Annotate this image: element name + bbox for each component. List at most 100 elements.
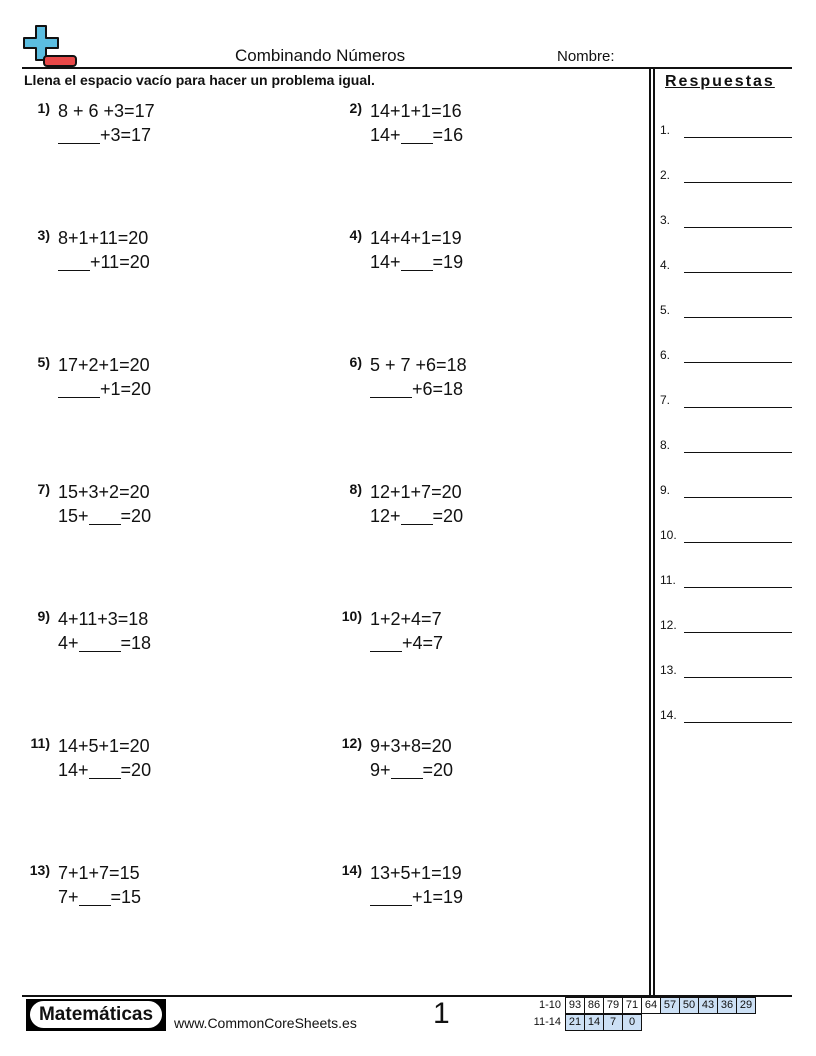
problem-fill-in: 12+ =20 [370, 504, 463, 528]
problem-equation: 5 + 7 +6=18 [370, 355, 467, 375]
problem-number: 3) [37, 227, 50, 243]
header-divider [22, 67, 792, 69]
problem: 1) 8 + 6 +3=17 +3=17 [38, 99, 155, 147]
fill-in-after: =20 [432, 506, 464, 526]
answer-blank[interactable] [58, 252, 90, 271]
answer-line[interactable] [684, 452, 792, 453]
answer-line[interactable] [684, 722, 792, 723]
score-cell: 64 [641, 997, 661, 1014]
answer-line[interactable] [684, 587, 792, 588]
problem: 7) 15+3+2=20 15+ =20 [38, 480, 152, 528]
answer-line[interactable] [684, 677, 792, 678]
answer-line[interactable] [684, 137, 792, 138]
problem-fill-in: +3=17 [58, 123, 155, 147]
fill-in-after: =20 [120, 506, 152, 526]
answer-number: 6. [660, 348, 671, 362]
answer-blank[interactable] [88, 506, 121, 525]
answer-blank[interactable] [78, 633, 121, 652]
answer-number: 1. [660, 123, 671, 137]
answer-blank[interactable] [78, 887, 111, 906]
answer-blank[interactable] [58, 125, 100, 144]
answer-blank[interactable] [400, 252, 433, 271]
fill-in-after: +11=20 [90, 252, 150, 272]
problem-number: 5) [37, 354, 50, 370]
site-url: www.CommonCoreSheets.es [174, 1015, 357, 1031]
answer-number: 7. [660, 393, 671, 407]
answer-blank[interactable] [88, 760, 121, 779]
problem-equation: 9+3+8=20 [370, 736, 452, 756]
plus-minus-logo-icon [23, 25, 77, 67]
problem-number: 9) [37, 608, 50, 624]
problem: 8) 12+1+7=20 12+ =20 [350, 480, 464, 528]
fill-in-after: =15 [110, 887, 142, 907]
problem-equation: 8 + 6 +3=17 [58, 101, 155, 121]
score-cell: 71 [622, 997, 642, 1014]
problem: 6) 5 + 7 +6=18 +6=18 [350, 353, 467, 401]
problem-equation: 14+1+1=16 [370, 101, 462, 121]
problem-equation: 14+5+1=20 [58, 736, 150, 756]
problem-equation: 17+2+1=20 [58, 355, 150, 375]
score-cell: 57 [660, 997, 680, 1014]
answer-line[interactable] [684, 182, 792, 183]
answer-blank[interactable] [370, 887, 412, 906]
score-row-label: 1-10 [538, 999, 561, 1011]
answer-line[interactable] [684, 317, 792, 318]
problem-number: 8) [349, 481, 362, 497]
problem: 3) 8+1+11=20 +11=20 [38, 226, 150, 274]
answer-number: 3. [660, 213, 671, 227]
fill-in-before: 12+ [370, 506, 401, 526]
answer-column-divider [649, 69, 651, 996]
answer-number: 9. [660, 483, 671, 497]
problem-equation: 1+2+4=7 [370, 609, 442, 629]
answer-number: 5. [660, 303, 671, 317]
answer-line[interactable] [684, 497, 792, 498]
problem-fill-in: 15+ =20 [58, 504, 151, 528]
problem-fill-in: +11=20 [58, 250, 150, 274]
fill-in-after: =20 [120, 760, 152, 780]
fill-in-after: +3=17 [100, 125, 152, 145]
answer-blank[interactable] [370, 633, 402, 652]
fill-in-before: 14+ [370, 252, 401, 272]
problem-number: 13) [29, 862, 50, 878]
answer-number: 10. [660, 528, 677, 542]
answer-number: 2. [660, 168, 671, 182]
score-cell: 86 [584, 997, 604, 1014]
score-cell: 50 [679, 997, 699, 1014]
problem-number: 6) [349, 354, 362, 370]
problem-fill-in: 4+ =18 [58, 631, 151, 655]
problem: 10) 1+2+4=7 +4=7 [342, 607, 443, 655]
answer-line[interactable] [684, 632, 792, 633]
problem-equation: 8+1+11=20 [58, 228, 149, 248]
problem-fill-in: 7+ =15 [58, 885, 141, 909]
fill-in-after: +6=18 [412, 379, 464, 399]
answer-blank[interactable] [400, 125, 433, 144]
problem-fill-in: +1=19 [370, 885, 463, 909]
problem: 4) 14+4+1=19 14+ =19 [350, 226, 464, 274]
answer-blank[interactable] [400, 506, 433, 525]
answer-line[interactable] [684, 542, 792, 543]
problem-fill-in: +6=18 [370, 377, 467, 401]
answer-blank[interactable] [58, 379, 100, 398]
answer-blank[interactable] [370, 379, 412, 398]
answer-blank[interactable] [390, 760, 423, 779]
answer-column-divider [653, 69, 655, 996]
fill-in-before: 7+ [58, 887, 79, 907]
problem: 9) 4+11+3=18 4+ =18 [38, 607, 152, 655]
problem-fill-in: 14+ =16 [370, 123, 463, 147]
problem-number: 12) [341, 735, 362, 751]
fill-in-after: =16 [432, 125, 464, 145]
answer-line[interactable] [684, 362, 792, 363]
fill-in-before: 9+ [370, 760, 391, 780]
answer-line[interactable] [684, 272, 792, 273]
answer-line[interactable] [684, 407, 792, 408]
fill-in-before: 15+ [58, 506, 89, 526]
score-row-label: 11-14 [533, 1016, 561, 1028]
answer-line[interactable] [684, 227, 792, 228]
name-label: Nombre: [557, 48, 615, 65]
problem-number: 4) [349, 227, 362, 243]
problem-equation: 13+5+1=19 [370, 863, 462, 883]
problem: 13) 7+1+7=15 7+ =15 [30, 861, 141, 909]
problem-equation: 12+1+7=20 [370, 482, 462, 502]
fill-in-after: =19 [432, 252, 464, 272]
